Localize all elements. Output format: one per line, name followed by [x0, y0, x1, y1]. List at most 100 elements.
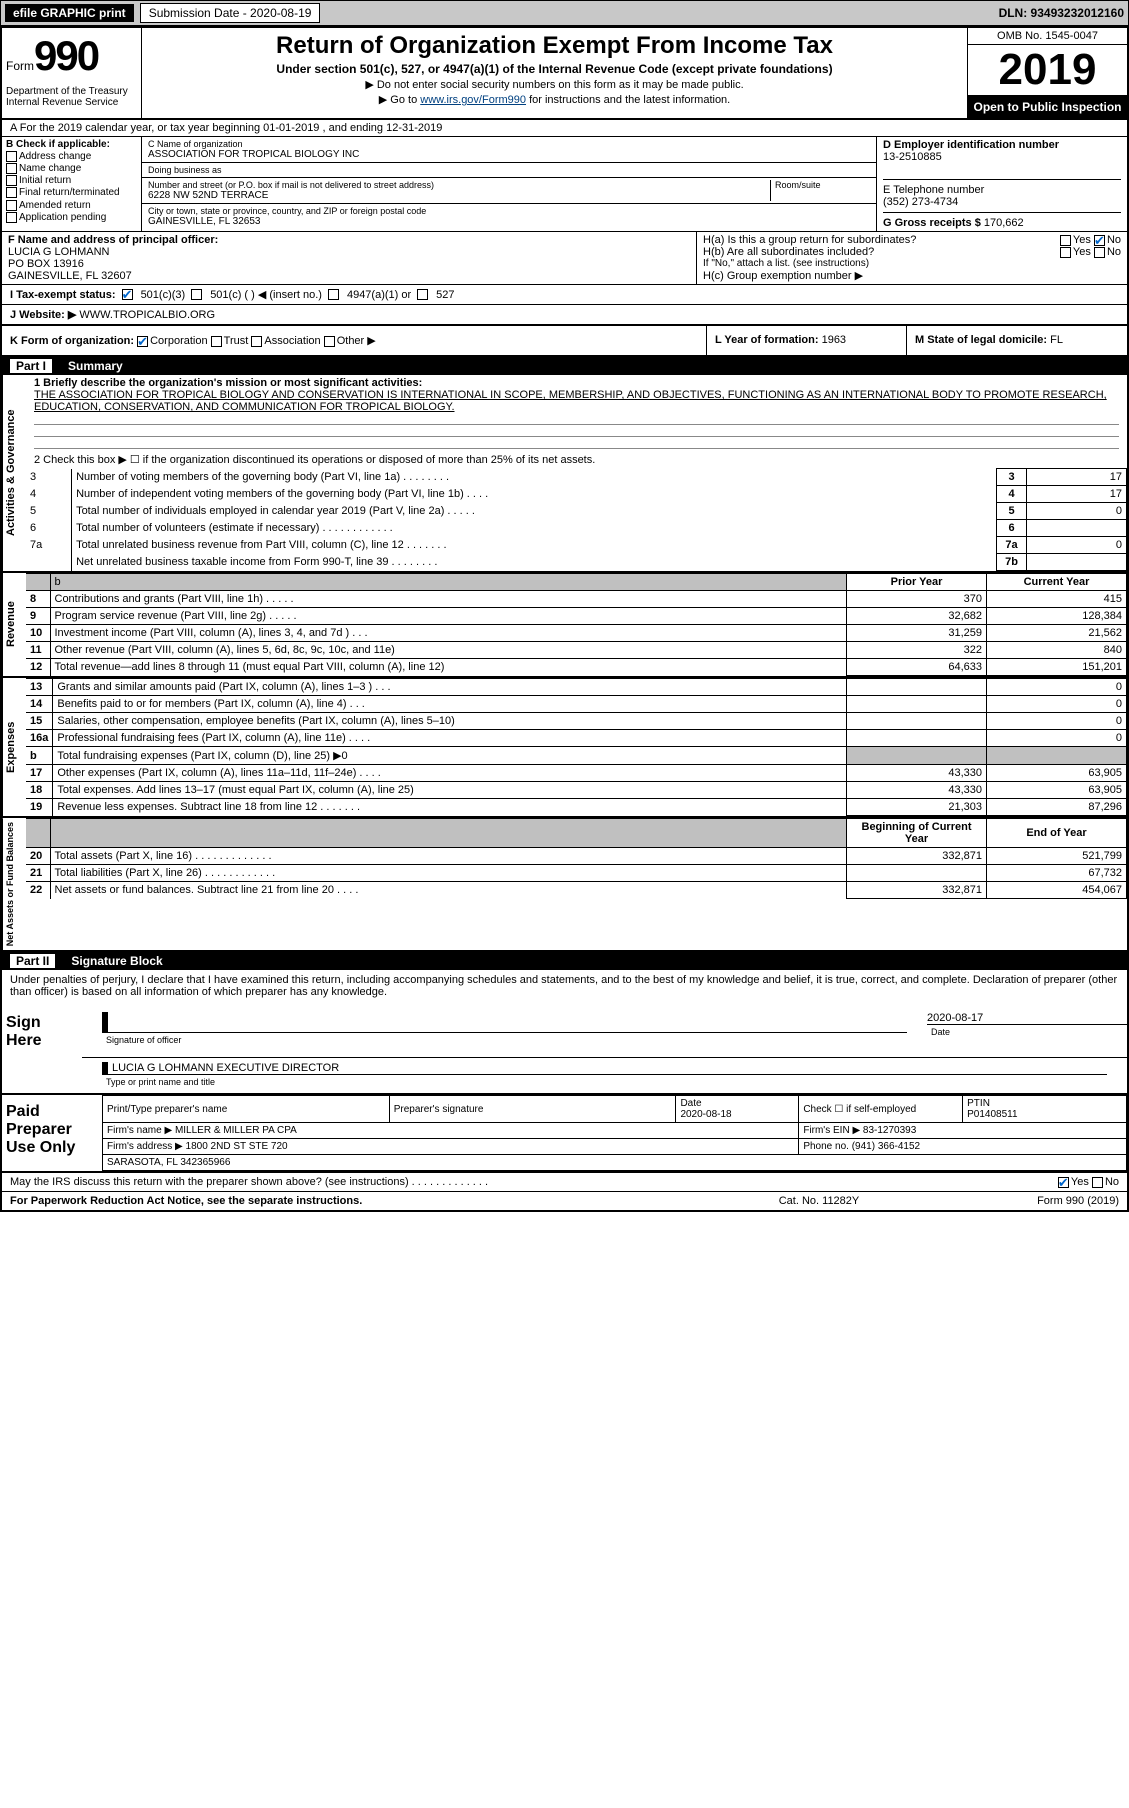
line2: 2 Check this box ▶ ☐ if the organization…	[26, 451, 1127, 468]
form-title: Return of Organization Exempt From Incom…	[150, 32, 959, 60]
hc-label: H(c) Group exemption number ▶	[703, 269, 1121, 282]
ptin-label: PTIN	[967, 1098, 990, 1109]
l-label: L Year of formation:	[715, 334, 819, 346]
vtab-revenue: Revenue	[2, 573, 26, 676]
b-opt: Name change	[19, 163, 81, 174]
i-527: 527	[436, 289, 454, 301]
prep-name-label: Print/Type preparer's name	[103, 1096, 390, 1123]
k-trust: Trust	[224, 335, 249, 347]
netassets-table: Beginning of Current YearEnd of Year20To…	[26, 818, 1127, 899]
pra-notice: For Paperwork Reduction Act Notice, see …	[10, 1195, 719, 1207]
submission-date: Submission Date - 2020-08-19	[140, 3, 321, 23]
prep-sig-label: Preparer's signature	[389, 1096, 676, 1123]
discuss-yes: Yes	[1071, 1176, 1089, 1188]
tax-year: 2019	[968, 45, 1127, 96]
b-opt: Application pending	[19, 212, 106, 223]
firm-ein-label: Firm's EIN ▶	[803, 1125, 860, 1136]
street-address: 6228 NW 52ND TERRACE	[148, 190, 770, 201]
i-label: I Tax-exempt status:	[10, 289, 116, 301]
k-label: K Form of organization:	[10, 335, 134, 347]
officer-addr1: PO BOX 13916	[8, 258, 84, 270]
e-label: E Telephone number	[883, 184, 984, 196]
firm-ein: 83-1270393	[863, 1125, 916, 1136]
governance-table: 3Number of voting members of the governi…	[26, 468, 1127, 571]
addr-label: Number and street (or P.O. box if mail i…	[148, 180, 770, 190]
prep-date-label: Date	[680, 1098, 701, 1109]
k-corp: Corporation	[150, 335, 207, 347]
sig-officer-label: Signature of officer	[106, 1035, 903, 1045]
form-990: Form 990 Department of the Treasury Inte…	[0, 26, 1129, 1212]
vtab-expenses: Expenses	[2, 678, 26, 816]
note-ssn: ▶ Do not enter social security numbers o…	[150, 78, 959, 91]
website: WWW.TROPICALBIO.ORG	[79, 309, 215, 321]
k-assoc: Association	[264, 335, 320, 347]
hb-note: If "No," attach a list. (see instruction…	[703, 258, 1121, 269]
b-opt: Final return/terminated	[19, 188, 120, 199]
domicile: FL	[1050, 334, 1063, 346]
part2-num: Part II	[10, 954, 55, 968]
dept: Department of the Treasury Internal Reve…	[6, 86, 137, 108]
vtab-netassets: Net Assets or Fund Balances	[2, 818, 26, 950]
d-label: D Employer identification number	[883, 139, 1059, 151]
officer-addr2: GAINESVILLE, FL 32607	[8, 270, 132, 282]
b-opt: Initial return	[19, 175, 71, 186]
discuss: May the IRS discuss this return with the…	[10, 1176, 488, 1188]
toolbar: efile GRAPHIC print Submission Date - 20…	[0, 0, 1129, 26]
vtab-governance: Activities & Governance	[2, 375, 26, 571]
ptin: P01408511	[967, 1109, 1017, 1120]
firm-addr1: 1800 2ND ST STE 720	[186, 1141, 288, 1152]
form-word: Form	[6, 59, 34, 73]
room-label: Room/suite	[775, 180, 870, 190]
firm-phone: (941) 366-4152	[852, 1141, 920, 1152]
paid-preparer: Paid Preparer Use Only	[2, 1095, 102, 1171]
officer-name: LUCIA G LOHMANN	[8, 246, 109, 258]
part2-name: Signature Block	[71, 954, 162, 968]
firm-phone-label: Phone no.	[803, 1141, 849, 1152]
sign-here: Sign Here	[2, 1002, 82, 1093]
revenue-table: bPrior YearCurrent Year8Contributions an…	[26, 573, 1127, 676]
dba-label: Doing business as	[148, 165, 870, 175]
name-title-label: Type or print name and title	[106, 1077, 1103, 1087]
ha-label: H(a) Is this a group return for subordin…	[703, 234, 916, 246]
self-employed: Check ☐ if self-employed	[799, 1096, 963, 1123]
discuss-no: No	[1105, 1176, 1119, 1188]
c-name-label: C Name of organization	[148, 139, 870, 149]
b-label: B Check if applicable:	[6, 139, 110, 150]
gross-receipts: 170,662	[984, 217, 1024, 229]
form-number: 990	[34, 32, 98, 80]
i-501c: 501(c) ( ) ◀ (insert no.)	[210, 288, 322, 301]
i-501c3: 501(c)(3)	[141, 289, 186, 301]
part1-num: Part I	[10, 359, 52, 373]
b-opt: Address change	[19, 151, 91, 162]
part1-name: Summary	[68, 359, 123, 373]
city-state-zip: GAINESVILLE, FL 32653	[148, 216, 870, 227]
sig-date: 2020-08-17	[927, 1012, 983, 1024]
m-label: M State of legal domicile:	[915, 334, 1047, 346]
k-other: Other ▶	[337, 335, 376, 347]
year-formation: 1963	[822, 334, 846, 346]
ha-no: No	[1107, 234, 1121, 246]
note2-post: for instructions and the latest informat…	[526, 94, 730, 106]
b-opt: Amended return	[19, 200, 91, 211]
prep-date: 2020-08-18	[680, 1109, 731, 1120]
line-a: A For the 2019 calendar year, or tax yea…	[2, 120, 1127, 137]
j-label: J Website: ▶	[10, 309, 76, 321]
mission: THE ASSOCIATION FOR TROPICAL BIOLOGY AND…	[34, 389, 1107, 413]
open-inspection: Open to Public Inspection	[968, 96, 1127, 118]
line1-label: 1 Briefly describe the organization's mi…	[34, 377, 422, 389]
hb-label: H(b) Are all subordinates included?	[703, 246, 874, 258]
irs-link[interactable]: www.irs.gov/Form990	[420, 94, 526, 106]
firm-name: MILLER & MILLER PA CPA	[175, 1125, 297, 1136]
cat-no: Cat. No. 11282Y	[719, 1195, 919, 1207]
dln: DLN: 93493232012160	[999, 6, 1124, 20]
sig-date-label: Date	[931, 1027, 1123, 1037]
efile-btn[interactable]: efile GRAPHIC print	[5, 4, 134, 22]
ein: 13-2510885	[883, 151, 942, 163]
f-label: F Name and address of principal officer:	[8, 234, 218, 246]
officer-name-title: LUCIA G LOHMANN EXECUTIVE DIRECTOR	[112, 1062, 339, 1074]
form-ref: Form 990 (2019)	[919, 1195, 1119, 1207]
note2-pre: ▶ Go to	[379, 94, 420, 106]
firm-name-label: Firm's name ▶	[107, 1125, 172, 1136]
omb: OMB No. 1545-0047	[968, 28, 1127, 45]
phone: (352) 273-4734	[883, 196, 958, 208]
